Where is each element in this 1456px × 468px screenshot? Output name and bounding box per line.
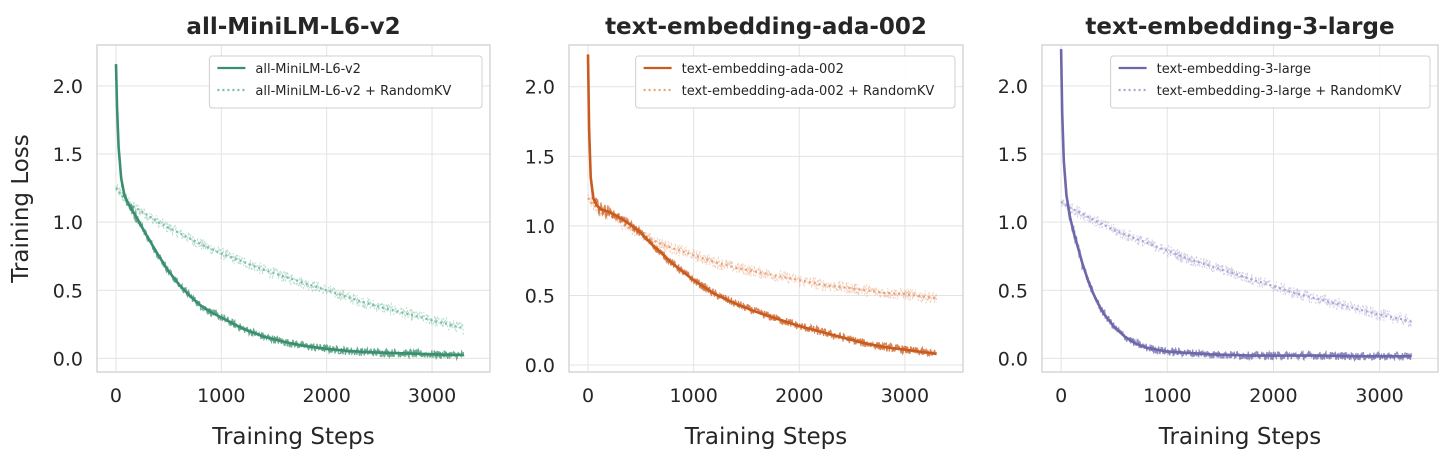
x-tick-label: 1000 <box>197 385 245 407</box>
chart-title: all-MiniLM-L6-v2 <box>186 14 400 40</box>
y-tick-label: 0.0 <box>998 348 1028 370</box>
y-tick-label: 0.5 <box>525 285 555 307</box>
x-tick-label: 0 <box>1055 385 1067 407</box>
legend-entry: all-MiniLM-L6-v2 + RandomKV <box>255 84 451 99</box>
x-tick-label: 1000 <box>1143 385 1191 407</box>
x-tick-label: 0 <box>582 385 594 407</box>
chart-title: text-embedding-3-large <box>1085 14 1394 40</box>
plot-frame <box>1041 44 1439 373</box>
legend-box <box>1110 55 1431 109</box>
series-line <box>1059 49 1412 358</box>
legend: all-MiniLM-L6-v2 all-MiniLM-L6-v2 + Rando… <box>208 55 483 109</box>
y-tick-label: 1.5 <box>525 146 555 168</box>
series-noise-line <box>587 194 938 304</box>
x-axis-label: Training Steps <box>211 424 374 450</box>
series-noise-line <box>115 183 464 335</box>
chart-panel-1: 0 1000 2000 3000 0.0 0.5 1.0 1.5 2.0 all-MiniLM-L… <box>8 14 491 450</box>
series-line <box>114 64 464 357</box>
y-tick-label: 2.0 <box>998 76 1028 98</box>
y-tick-label: 0.0 <box>53 348 83 370</box>
y-tick-label: 2.0 <box>525 77 555 99</box>
legend-entry: text-embedding-3-large + RandomKV <box>1157 84 1402 99</box>
plot-frame <box>568 44 964 373</box>
x-axis-label: Training Steps <box>1158 424 1321 450</box>
x-tick-label: 3000 <box>881 385 929 407</box>
y-tick-label: 2.0 <box>53 76 83 98</box>
series-line <box>115 187 464 330</box>
x-tick-label: 2000 <box>775 385 823 407</box>
x-tick-label: 3000 <box>1355 385 1403 407</box>
y-tick-label: 1.0 <box>525 216 555 238</box>
y-tick-label: 1.0 <box>53 212 83 234</box>
x-tick-label: 0 <box>110 385 122 407</box>
legend-entry: text-embedding-ada-002 <box>682 62 844 77</box>
chart-panel-2: 0 1000 2000 3000 0.0 0.5 1.0 1.5 2.0 text-embeddi… <box>525 14 964 450</box>
legend-box <box>635 55 956 109</box>
legend-entry: all-MiniLM-L6-v2 <box>255 62 361 77</box>
legend-entry: text-embedding-3-large <box>1157 62 1311 77</box>
y-tick-label: 1.0 <box>998 212 1028 234</box>
x-axis-label: Training Steps <box>684 424 847 450</box>
x-tick-label: 3000 <box>408 385 456 407</box>
series-line <box>586 54 937 356</box>
x-tick-label: 1000 <box>669 385 717 407</box>
chart-panel-3: 0 1000 2000 3000 0.0 0.5 1.0 1.5 2.0 text-embeddi… <box>998 14 1439 450</box>
y-tick-label: 1.5 <box>53 144 83 166</box>
legend-entry: text-embedding-ada-002 + RandomKV <box>682 84 935 99</box>
x-tick-label: 2000 <box>1249 385 1297 407</box>
y-tick-label: 0.0 <box>525 355 555 377</box>
y-tick-label: 0.5 <box>53 280 83 302</box>
y-tick-label: 0.5 <box>998 280 1028 302</box>
series-line <box>1060 200 1412 323</box>
series-line <box>587 197 937 300</box>
series-noise-line <box>1060 198 1412 328</box>
y-axis-label: Training Loss <box>8 134 34 284</box>
plot-frame <box>96 44 491 373</box>
y-tick-label: 1.5 <box>998 144 1028 166</box>
legend: text-embedding-3-large text-embedding-3-l… <box>1110 55 1431 109</box>
chart-title: text-embedding-ada-002 <box>605 14 927 40</box>
legend-box <box>208 55 483 109</box>
x-tick-label: 2000 <box>303 385 351 407</box>
legend: text-embedding-ada-002 text-embedding-ada… <box>635 55 956 109</box>
